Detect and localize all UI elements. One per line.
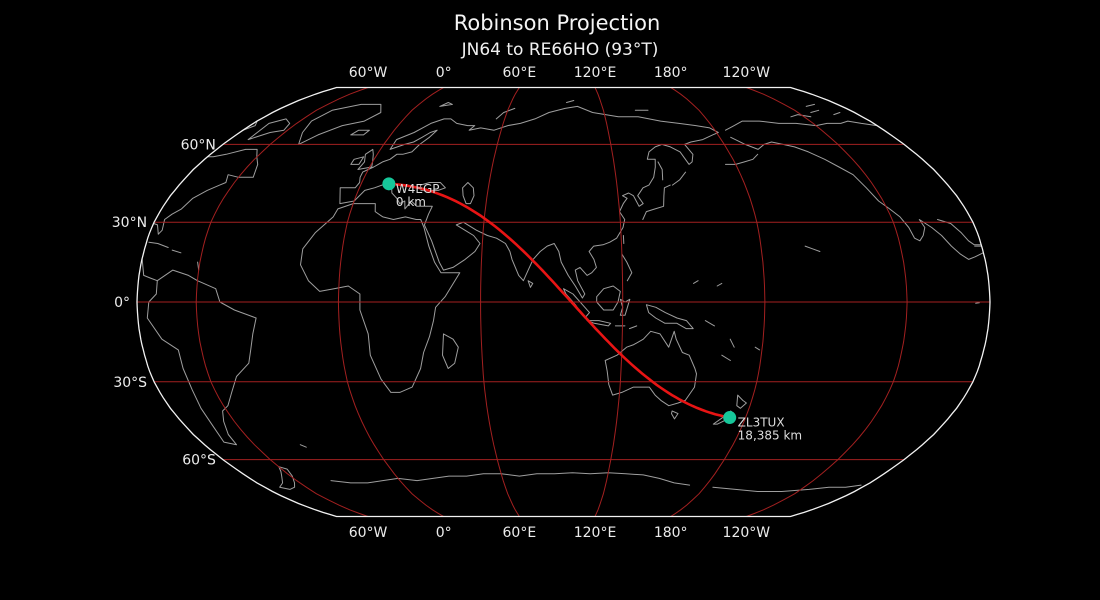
meridian-line: [195, 87, 369, 517]
endpoint-distance-label-b: 18,385 km: [738, 429, 802, 443]
lon-tick-label-bottom: 120°E: [574, 525, 617, 541]
coastline: [442, 333, 459, 369]
coastline: [804, 245, 821, 252]
coastline: [462, 182, 475, 205]
map-border-layer: [136, 86, 991, 518]
meridian-line: [746, 87, 908, 517]
coastline: [298, 103, 382, 145]
lon-tick-label-bottom: 120°W: [723, 525, 771, 541]
coastline: [721, 354, 731, 361]
coastline: [299, 444, 307, 448]
lat-tick-label: 30°S: [113, 375, 147, 391]
coastline: [725, 120, 878, 131]
graticule-layer: [137, 87, 990, 517]
lon-tick-label-bottom: 60°E: [503, 525, 537, 541]
coastline: [712, 484, 862, 492]
coastline: [642, 184, 671, 220]
coastline: [350, 156, 365, 165]
lon-tick-label-top: 180°: [654, 65, 688, 81]
coastline: [171, 249, 182, 254]
coastline: [657, 161, 664, 181]
coastline: [704, 320, 715, 327]
coastline: [527, 280, 534, 288]
coastline: [729, 338, 735, 348]
coastline: [671, 171, 687, 186]
coastline: [833, 112, 841, 116]
coastline: [645, 304, 694, 330]
endpoint-callsign-label-a: W4EGP: [396, 182, 440, 196]
coastline: [604, 330, 697, 407]
lat-tick-label: 0°: [114, 295, 130, 311]
lon-tick-label-top: 0°: [436, 65, 452, 81]
lat-tick-label: 60°N: [181, 137, 216, 153]
coastline: [693, 280, 699, 284]
coastline: [730, 136, 984, 260]
map-subtitle: JN64 to RE66HO (93°T): [461, 40, 659, 60]
coastline: [148, 241, 169, 248]
coastline: [754, 346, 761, 351]
endpoint-marker-b: [723, 411, 737, 425]
coastline: [621, 253, 633, 282]
coastline: [141, 258, 158, 282]
coastline: [790, 114, 812, 118]
coastline: [725, 153, 759, 165]
coastline: [629, 325, 638, 330]
coastline: [350, 129, 370, 136]
meridian-line: [594, 87, 624, 517]
coastline: [357, 148, 374, 170]
coastline: [439, 102, 453, 107]
coastline: [247, 118, 291, 141]
coastline: [810, 109, 820, 113]
coastline: [330, 472, 691, 486]
coastline: [586, 320, 612, 327]
map-outline: [136, 86, 991, 518]
coastline: [975, 302, 980, 304]
axis-ticks-layer: 60°W 60°W 0° 0° 60°E 60°E 120°E 120°E 180° 180° 12…: [112, 65, 771, 541]
coastline: [716, 282, 723, 287]
lon-tick-label-top: 60°W: [349, 65, 388, 81]
lat-tick-label: 60°S: [182, 453, 216, 469]
endpoint-marker-a: [382, 177, 396, 191]
lat-tick-label: 30°N: [112, 215, 147, 231]
great-circle-layer: [387, 182, 731, 419]
meridian-line: [670, 87, 766, 517]
lon-tick-label-bottom: 60°W: [349, 525, 388, 541]
meridian-line: [337, 87, 444, 517]
coastline: [937, 219, 982, 246]
coastline: [671, 410, 679, 420]
coastline: [805, 103, 815, 107]
coastlines-layer: [141, 100, 984, 492]
meridian-line: [480, 87, 520, 517]
endpoint-distance-label-a: 0 km: [396, 195, 426, 209]
coastline: [300, 203, 461, 393]
coastline: [736, 394, 747, 409]
lon-tick-label-bottom: 0°: [436, 525, 452, 541]
great-circle-path: [387, 182, 731, 419]
endpoint-markers-layer: [382, 177, 737, 425]
endpoint-callsign-label-b: ZL3TUX: [738, 416, 785, 430]
coastline: [153, 148, 259, 235]
coastline: [242, 120, 258, 131]
lon-tick-label-top: 120°W: [723, 65, 771, 81]
coastline: [278, 466, 296, 490]
coastline: [495, 107, 516, 120]
coastline: [419, 182, 446, 191]
coastline: [146, 269, 257, 446]
lon-tick-label-top: 60°E: [503, 65, 537, 81]
lon-tick-label-bottom: 180°: [654, 525, 688, 541]
map-title: Robinson Projection: [454, 11, 661, 35]
coastline: [339, 105, 719, 299]
coastline: [566, 100, 575, 103]
lon-tick-label-top: 120°E: [574, 65, 617, 81]
